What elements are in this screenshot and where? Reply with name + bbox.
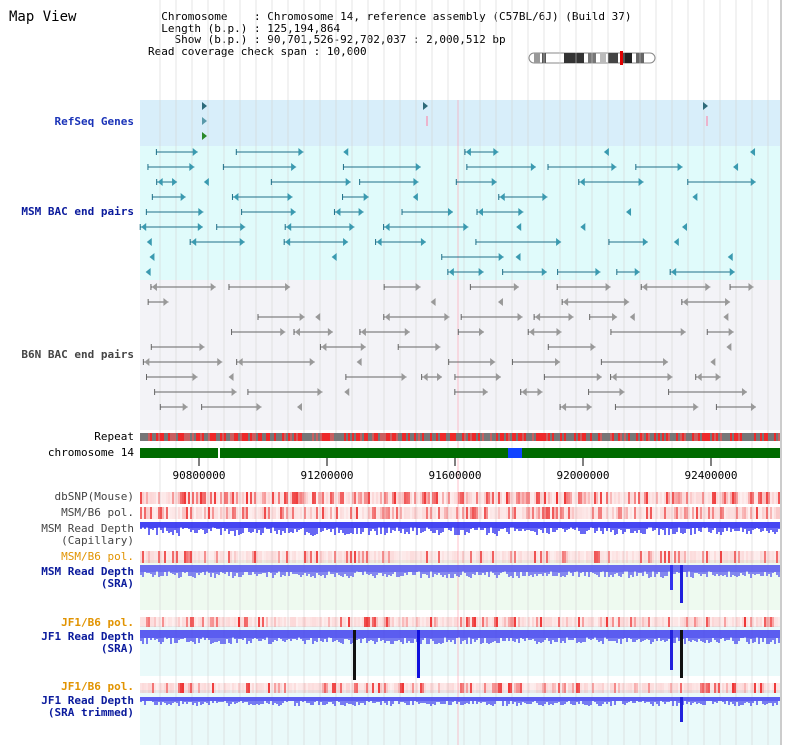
track-label-dbsnp[interactable]: dbSNP(Mouse)	[54, 490, 134, 503]
jf1-depth-sra-histogram	[140, 630, 780, 680]
track-label-jf1-pol-1[interactable]: JF1/B6 pol.	[61, 616, 134, 629]
track-label-msm-depth-sra[interactable]: MSM Read Depth (SRA)	[41, 566, 134, 590]
axis-tick-label: 92000000	[557, 469, 610, 482]
refseq-gene-features	[202, 102, 708, 140]
repeat-track	[140, 433, 780, 441]
track-label-repeat[interactable]: Repeat	[94, 430, 134, 443]
axis-tick-label: 90800000	[173, 469, 226, 482]
jf1-pol-heat-strip-2	[140, 683, 780, 693]
track-label-jf1-depth-sra-line2: (SRA)	[100, 642, 134, 655]
axis-tick-label: 91200000	[301, 469, 354, 482]
track-label-msm-depth-sra-line2: (SRA)	[100, 577, 134, 590]
track-label-refseq[interactable]: RefSeq Genes	[54, 115, 134, 128]
track-label-msm-bac[interactable]: MSM BAC end pairs	[21, 205, 134, 218]
msm-bac-track-bg	[140, 146, 780, 280]
b6n-bac-track-bg	[140, 280, 780, 430]
msm-pol-heat-strip-2	[140, 551, 780, 563]
chromosome-band	[140, 448, 780, 458]
chromosome-highlight	[508, 448, 522, 458]
axis-tick-label: 91600000	[429, 469, 482, 482]
track-label-msm-depth-cap-line2: (Capillary)	[61, 534, 134, 547]
track-label-msm-depth-cap-line1: MSM Read Depth	[41, 522, 134, 535]
track-label-jf1-depth-trim-line1: JF1 Read Depth	[41, 694, 134, 707]
track-label-chromosome[interactable]: chromosome 14	[47, 446, 134, 459]
length-label: Length (b.p.)	[161, 21, 248, 35]
map-view-title: Map View	[9, 9, 77, 25]
show-label: Show (b.p.)	[174, 33, 248, 46]
chromosome-value: Chromosome 14, reference assembly (C57BL…	[267, 10, 632, 23]
track-label-jf1-depth-sra[interactable]: JF1 Read Depth (SRA)	[41, 631, 134, 655]
chromosome-gap	[218, 448, 220, 458]
track-label-jf1-depth-trim[interactable]: JF1 Read Depth (SRA trimmed)	[41, 695, 134, 719]
b6n-bac-end-pairs	[142, 283, 756, 411]
msm-depth-capillary-histogram	[140, 522, 780, 536]
msm-bac-end-pairs	[139, 148, 756, 276]
axis-tick-label: 92400000	[685, 469, 738, 482]
track-label-b6n-bac[interactable]: B6N BAC end pairs	[21, 348, 134, 361]
track-label-msm-depth-cap[interactable]: MSM Read Depth (Capillary)	[41, 523, 134, 547]
track-label-msm-pol-1[interactable]: MSM/B6 pol.	[61, 506, 134, 519]
coverage-value: 10,000	[326, 44, 367, 58]
msm-depth-sra-histogram	[140, 565, 780, 603]
chromosome-label: Chromosome	[161, 10, 228, 23]
msm-pol-heat-strip-1	[140, 507, 780, 519]
jf1-pol-heat-strip-1	[140, 617, 780, 627]
jf1-depth-trim-histogram	[140, 697, 780, 722]
track-label-jf1-depth-trim-line2: (SRA trimmed)	[47, 706, 134, 719]
refseq-track-bg	[140, 100, 780, 146]
coordinate-axis	[198, 458, 712, 466]
track-label-jf1-depth-sra-line1: JF1 Read Depth	[41, 630, 134, 643]
track-label-jf1-pol-2[interactable]: JF1/B6 pol.	[61, 680, 134, 693]
track-label-msm-pol-2[interactable]: MSM/B6 pol.	[61, 550, 134, 563]
track-label-msm-depth-sra-line1: MSM Read Depth	[41, 565, 134, 578]
dbsnp-heat-strip	[140, 492, 780, 504]
